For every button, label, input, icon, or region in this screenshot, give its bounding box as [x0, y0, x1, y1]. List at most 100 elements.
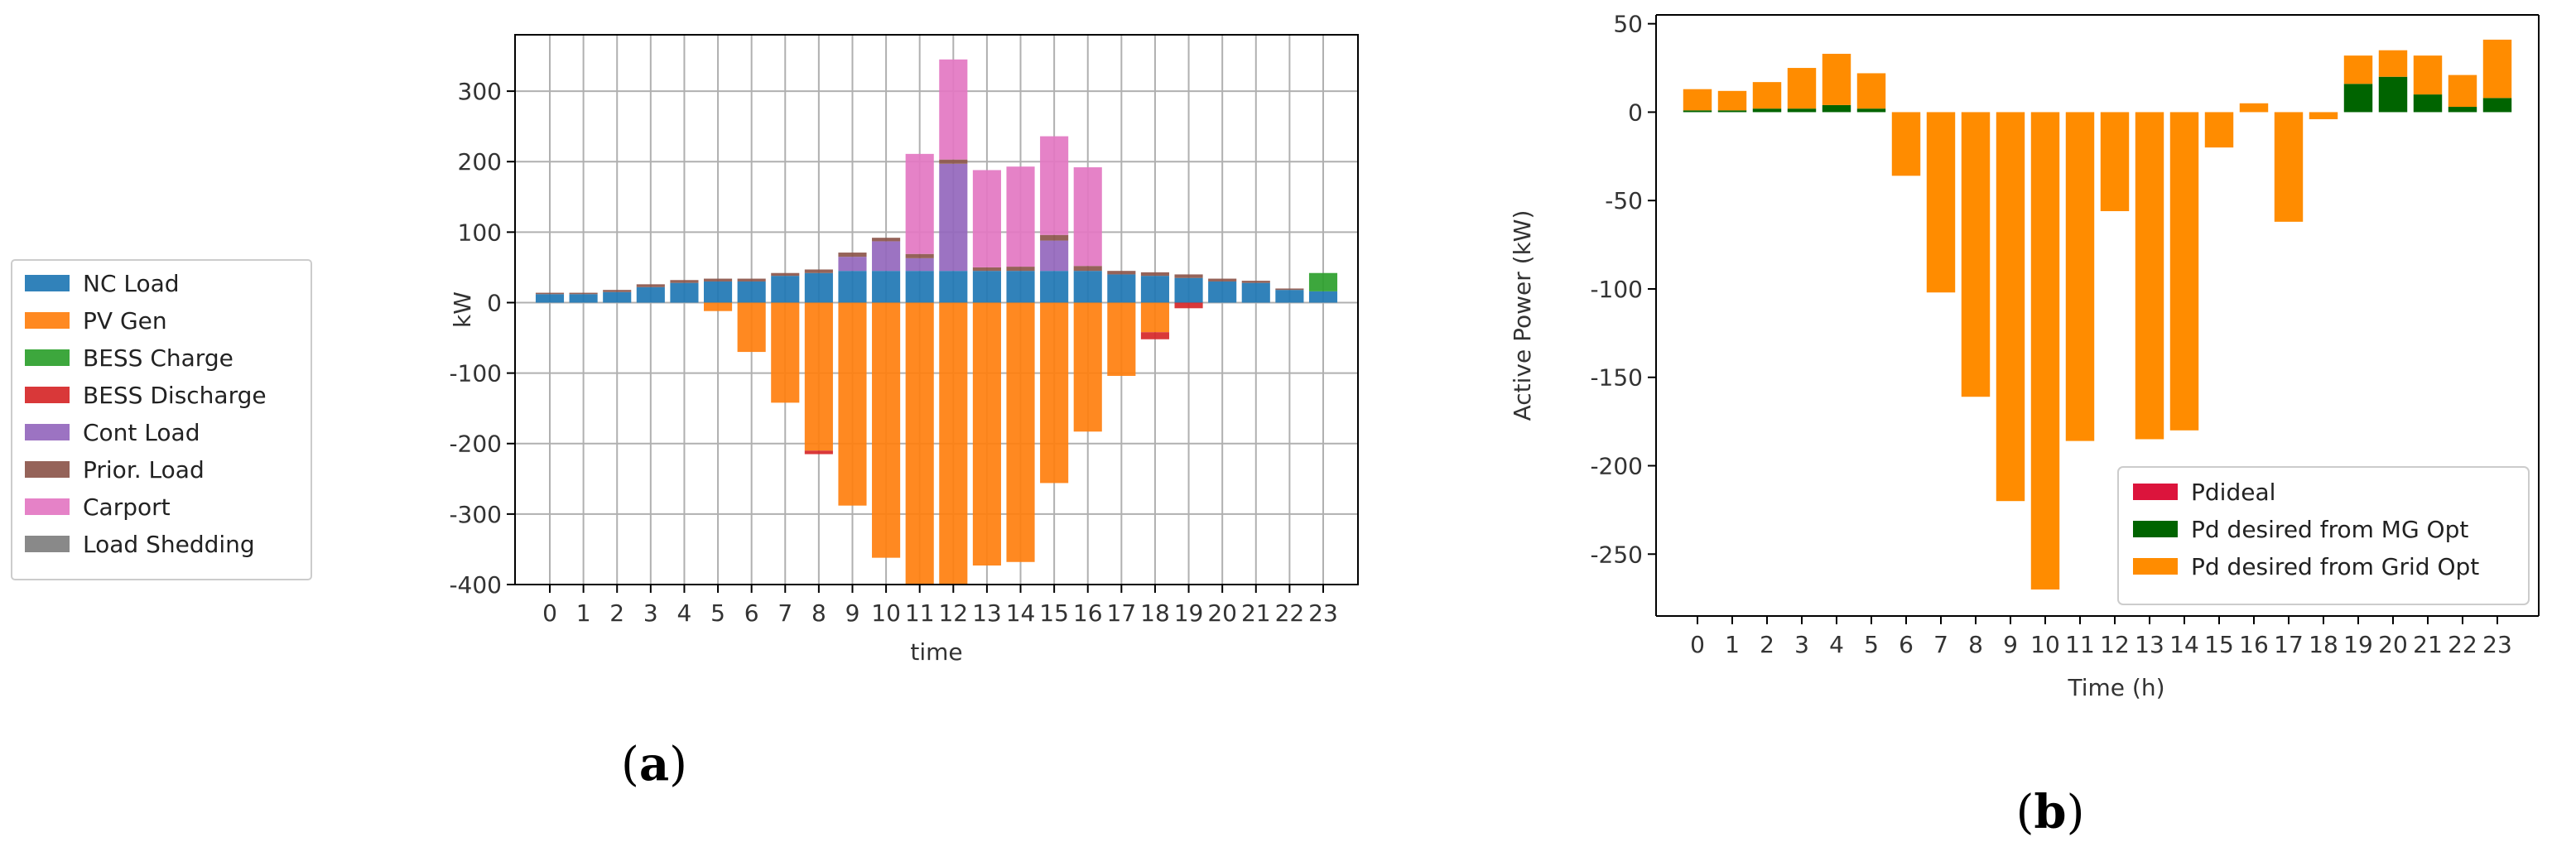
bar-nc-load-14 — [1006, 271, 1035, 303]
y-tick-label: -400 — [449, 571, 502, 599]
bar-nc-load-11 — [905, 271, 934, 303]
chart-a-xlabel: time — [910, 638, 962, 666]
bar-carport-12 — [939, 59, 968, 160]
x-tick-label: 13 — [2135, 631, 2164, 658]
y-tick-label: 100 — [458, 219, 502, 246]
x-tick-label: 10 — [2030, 631, 2060, 658]
bar-pd-desired-from-mg-opt-21 — [2413, 94, 2443, 113]
y-tick-label: 200 — [458, 148, 502, 176]
bar-bess-discharge-8 — [804, 450, 833, 455]
bar-nc-load-6 — [737, 281, 766, 303]
legend-label-bess-discharge: BESS Discharge — [83, 382, 267, 409]
x-tick-label: 0 — [1690, 631, 1705, 658]
bar-pv-gen-5 — [703, 302, 733, 311]
x-tick-label: 19 — [1174, 599, 1204, 627]
bar-cont-load-15 — [1040, 240, 1069, 272]
x-tick-label: 16 — [1073, 599, 1103, 627]
x-tick-label: 23 — [2482, 631, 2512, 658]
bar-pv-gen-11 — [905, 302, 934, 585]
bar-prior-load-13 — [972, 267, 1001, 272]
chart-a-frame — [514, 34, 1359, 585]
x-tick-label: 0 — [542, 599, 557, 627]
bar-pd-desired-from-grid-opt-19 — [2343, 55, 2373, 84]
bar-pv-gen-13 — [972, 302, 1001, 566]
bar-pv-gen-6 — [737, 302, 766, 353]
x-tick-label: 1 — [576, 599, 591, 627]
bar-pv-gen-18 — [1140, 302, 1170, 333]
legend-label-cont-load: Cont Load — [83, 419, 200, 446]
legend-label-pdideal: Pdideal — [2191, 479, 2275, 506]
x-tick-label: 15 — [1039, 599, 1069, 627]
x-tick-label: 1 — [1725, 631, 1740, 658]
bar-pd-desired-from-mg-opt-20 — [2378, 76, 2408, 113]
bar-pd-desired-from-mg-opt-1 — [1717, 110, 1747, 113]
legend-swatch-load-shedding — [25, 536, 70, 552]
x-tick-label: 17 — [2274, 631, 2304, 658]
bar-pv-gen-7 — [771, 302, 800, 403]
bar-prior-load-1 — [569, 292, 598, 295]
x-tick-label: 13 — [972, 599, 1002, 627]
bar-prior-load-11 — [905, 253, 934, 258]
bar-pd-desired-from-grid-opt-11 — [2065, 112, 2095, 441]
x-tick-label: 12 — [938, 599, 968, 627]
bar-carport-13 — [972, 170, 1001, 267]
bar-nc-load-1 — [569, 294, 598, 303]
bar-nc-load-9 — [838, 271, 867, 303]
bar-nc-load-4 — [670, 282, 699, 303]
y-tick-label: -250 — [1590, 541, 1643, 568]
x-tick-label: 4 — [677, 599, 692, 627]
bar-pd-desired-from-grid-opt-21 — [2413, 55, 2443, 95]
chart-b-xlabel: Time (h) — [2067, 674, 2164, 701]
bar-prior-load-7 — [771, 272, 800, 277]
bar-pd-desired-from-mg-opt-3 — [1787, 108, 1817, 113]
legend-swatch-nc-load — [25, 275, 70, 291]
bar-nc-load-13 — [972, 271, 1001, 303]
bar-prior-load-14 — [1006, 267, 1035, 272]
bar-pd-desired-from-grid-opt-0 — [1683, 89, 1712, 111]
bar-pd-desired-from-mg-opt-5 — [1856, 108, 1886, 113]
bar-nc-load-22 — [1275, 290, 1304, 303]
legend-swatch-pdideal — [2133, 484, 2178, 500]
bar-pv-gen-17 — [1107, 302, 1136, 377]
x-tick-label: 7 — [1933, 631, 1948, 658]
bar-nc-load-2 — [603, 291, 632, 303]
bar-nc-load-16 — [1073, 271, 1102, 303]
bar-pd-desired-from-grid-opt-18 — [2309, 112, 2338, 119]
x-tick-label: 19 — [2343, 631, 2373, 658]
bar-nc-load-20 — [1208, 281, 1237, 303]
legend-swatch-bess-charge — [25, 349, 70, 366]
x-tick-label: 11 — [2065, 631, 2095, 658]
y-tick-label: 0 — [487, 289, 502, 316]
x-tick-label: 3 — [1794, 631, 1809, 658]
bar-nc-load-23 — [1308, 291, 1338, 303]
bar-prior-load-8 — [804, 269, 833, 273]
x-tick-label: 2 — [609, 599, 624, 627]
y-tick-label: -50 — [1605, 187, 1643, 214]
bar-prior-load-22 — [1275, 288, 1304, 291]
bar-nc-load-5 — [703, 281, 733, 303]
bar-carport-16 — [1073, 167, 1102, 267]
bar-pv-gen-15 — [1040, 302, 1069, 484]
bar-pd-desired-from-grid-opt-14 — [2169, 112, 2199, 431]
bar-nc-load-0 — [535, 294, 565, 303]
bar-nc-load-21 — [1241, 282, 1270, 303]
bar-pv-gen-16 — [1073, 302, 1102, 432]
bar-nc-load-3 — [636, 286, 665, 303]
x-tick-label: 22 — [2448, 631, 2477, 658]
legend-swatch-bess-discharge — [25, 387, 70, 403]
bar-prior-load-10 — [872, 238, 901, 242]
y-tick-label: -150 — [1590, 364, 1643, 392]
bar-prior-load-12 — [939, 159, 968, 164]
bar-pd-desired-from-mg-opt-22 — [2448, 107, 2477, 113]
bar-pd-desired-from-grid-opt-22 — [2448, 75, 2477, 108]
y-tick-label: -100 — [449, 360, 502, 387]
bar-pd-desired-from-grid-opt-17 — [2274, 112, 2304, 222]
chart-b-ylabel: Active Power (kW) — [1509, 210, 1536, 421]
x-tick-label: 8 — [811, 599, 826, 627]
x-tick-label: 7 — [778, 599, 792, 627]
bar-prior-load-9 — [838, 253, 867, 257]
bar-nc-load-17 — [1107, 274, 1136, 303]
chart-a-legend: NC Load PV Gen BESS Charge BESS Discharge Co… — [11, 259, 312, 580]
x-tick-label: 23 — [1308, 599, 1338, 627]
x-tick-label: 20 — [2378, 631, 2408, 658]
